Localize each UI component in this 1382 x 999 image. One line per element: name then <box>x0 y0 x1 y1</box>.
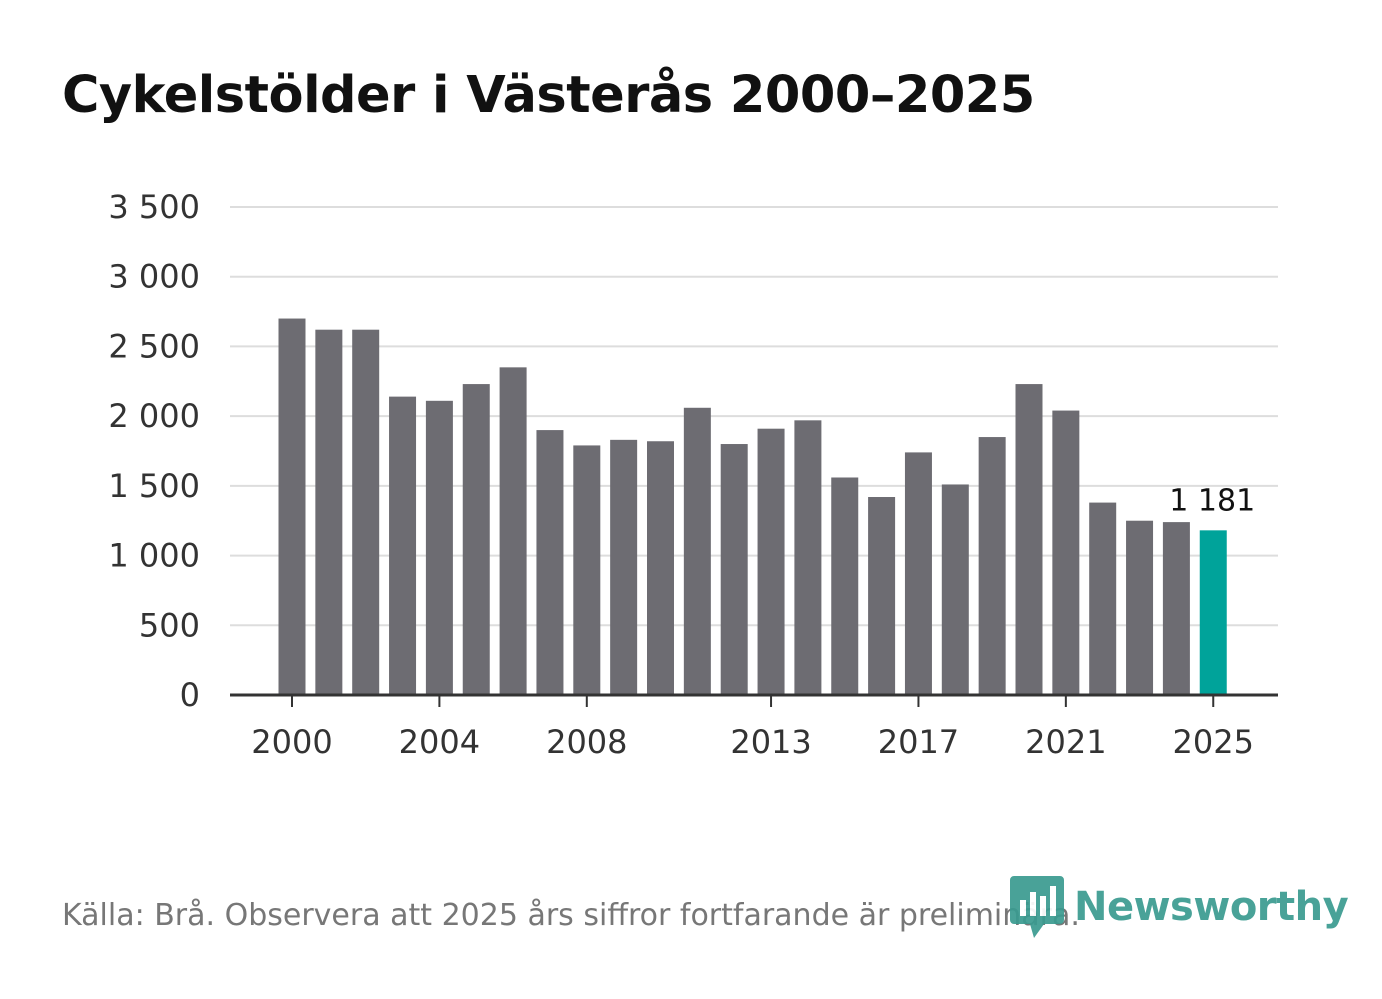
x-tick-label-2008: 2008 <box>546 723 627 761</box>
source-note: Källa: Brå. Observera att 2025 års siffr… <box>62 898 1080 933</box>
bar-2002 <box>352 329 380 695</box>
bar-2008 <box>573 445 601 695</box>
bar-chart-pin-icon <box>1010 876 1064 938</box>
y-tick-label-2500: 2 500 <box>108 327 200 365</box>
x-axis <box>230 693 1278 707</box>
x-tick-label-2017: 2017 <box>878 723 959 761</box>
bar-2005 <box>462 384 490 695</box>
bar-2009 <box>610 439 638 695</box>
bar-2010 <box>647 441 674 695</box>
grid-lines <box>230 206 1278 627</box>
bar-2018 <box>941 484 969 695</box>
bar-2021 <box>1052 410 1080 695</box>
newsworthy-logo[interactable]: Newsworthy <box>1010 876 1349 938</box>
y-tick-label-1500: 1 500 <box>108 467 200 505</box>
bar-2013 <box>757 428 785 695</box>
y-tick-label-0: 0 <box>180 676 200 714</box>
bar-2020 <box>1015 384 1043 695</box>
bar-2016 <box>868 497 896 695</box>
bar-2012 <box>720 444 748 695</box>
y-tick-label-2000: 2 000 <box>108 397 200 435</box>
bar-2019 <box>978 437 1006 695</box>
bar-2000 <box>278 318 306 695</box>
bar-2025 <box>1199 530 1227 695</box>
bar-2017 <box>904 452 932 695</box>
x-tick-label-2013: 2013 <box>730 723 811 761</box>
x-tick-label-2021: 2021 <box>1025 723 1106 761</box>
bar-2004 <box>425 400 453 695</box>
data-labels: 1 181 <box>1169 483 1255 518</box>
bars <box>278 318 1227 695</box>
bar-2007 <box>536 430 564 695</box>
x-axis-tick-labels: 2000 2004 2008 2013 2017 2021 2025 <box>251 723 1254 761</box>
y-tick-label-3500: 3 500 <box>108 188 200 226</box>
page-title: Cykelstölder i Västerås 2000–2025 <box>62 66 1035 125</box>
bar-2024 <box>1162 522 1190 695</box>
y-tick-label-1000: 1 000 <box>108 537 200 575</box>
bar-2003 <box>389 396 417 695</box>
data-label-2025: 1 181 <box>1169 483 1255 518</box>
x-tick-label-2000: 2000 <box>251 723 332 761</box>
bar-2001 <box>315 329 343 695</box>
x-tick-label-2025: 2025 <box>1173 723 1254 761</box>
bar-2023 <box>1126 520 1154 695</box>
bar-2022 <box>1089 502 1117 695</box>
brand-name: Newsworthy <box>1074 884 1349 930</box>
bar-2014 <box>794 420 822 695</box>
x-tick-label-2004: 2004 <box>399 723 480 761</box>
bar-2015 <box>831 477 859 695</box>
y-axis-tick-labels: 0 500 1 000 1 500 2 000 2 500 3 000 3 500 <box>108 188 200 714</box>
bar-2011 <box>683 407 711 695</box>
bar-2006 <box>499 367 527 695</box>
y-tick-label-500: 500 <box>139 606 200 644</box>
y-tick-label-3000: 3 000 <box>108 258 200 296</box>
